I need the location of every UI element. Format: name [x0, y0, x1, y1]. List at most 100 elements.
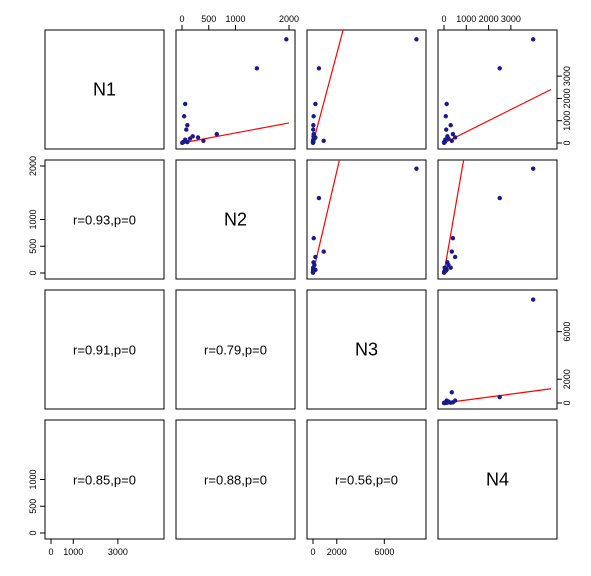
panel-frame-0-3: [437, 29, 558, 150]
point-N2-N3-1: [316, 195, 322, 201]
panel-frame-2-1: [175, 289, 296, 410]
top-tick-label-N2-2: 1000: [225, 14, 245, 24]
correlation-label-3-2: r=0.56,p=0: [335, 473, 398, 488]
panel-frame-1-1: [175, 159, 296, 280]
panel-frame-1-3: [437, 159, 558, 280]
point-N1-N3-2: [313, 101, 318, 107]
diagonal-label-N4: N4: [486, 470, 509, 490]
point-N3-N4-11: [449, 390, 455, 395]
point-N1-N2-5: [184, 127, 189, 132]
point-N1-N4-2: [444, 101, 449, 107]
point-N1-N4-11: [449, 138, 455, 143]
point-N2-N4-1: [497, 195, 502, 201]
panel-frame-0-1: [175, 29, 296, 150]
point-N1-N4-8: [452, 135, 458, 140]
point-N1-N4-3: [443, 114, 448, 119]
panel-frame-3-3: [437, 419, 558, 540]
top-tick-label-N2-0: 0: [179, 14, 184, 24]
point-N1-N4-1: [497, 66, 502, 71]
point-N1-N2-1: [254, 66, 260, 71]
regression-line-N1-N4: [443, 88, 552, 144]
point-N2-N4-8: [452, 254, 458, 260]
point-N3-N4-1: [497, 394, 502, 400]
left-tick-label-N2-1: 500: [28, 239, 38, 254]
top-tick-label-N2-1: 500: [201, 14, 216, 24]
left-tick-label-N4-1: 500: [28, 499, 38, 514]
left-tick-label-N2-2: 1000: [28, 209, 38, 229]
right-tick-label-N3-2: 6000: [562, 322, 572, 342]
panel-frame-2-2: [306, 289, 427, 410]
panel-frame-1-2: [306, 159, 427, 280]
point-N2-N4-17: [441, 270, 447, 275]
point-N2-N3-17: [310, 270, 316, 275]
bottom-tick-label-N3-2: 6000: [374, 547, 394, 557]
regression-line-N2-N4: [443, 160, 465, 274]
top-tick-label-N4-1: 1000: [456, 14, 476, 24]
regression-line-N2-N3: [312, 160, 341, 274]
point-N1-N3-5: [311, 127, 316, 132]
point-N1-N2-11: [201, 138, 206, 143]
diagonal-label-N1: N1: [93, 80, 116, 100]
left-tick-label-N4-0: 0: [28, 530, 38, 535]
point-N1-N2-6: [214, 131, 219, 137]
diagonal-label-N3: N3: [355, 340, 378, 360]
point-N2-N4-11: [449, 249, 455, 254]
bottom-tick-label-N1-2: 3000: [108, 547, 128, 557]
top-tick-label-N4-0: 0: [441, 14, 446, 24]
top-tick-label-N4-3: 3000: [501, 14, 521, 24]
panel-frame-3-1: [175, 419, 296, 540]
point-N1-N3-3: [311, 114, 316, 119]
panel-frame-2-3: [437, 289, 558, 410]
correlation-label-3-1: r=0.88,p=0: [204, 473, 267, 488]
panel-frame-0-2: [306, 29, 427, 150]
point-N2-N3-6: [311, 236, 316, 241]
point-N1-N4-4: [448, 122, 453, 128]
right-tick-label-N3-1: 2000: [562, 369, 572, 389]
point-N2-N3-0: [414, 166, 419, 171]
left-tick-label-N2-3: 2000: [28, 156, 38, 176]
point-N2-N3-8: [313, 254, 318, 260]
bottom-tick-label-N3-1: 2000: [327, 547, 347, 557]
point-N3-N4-8: [452, 398, 458, 403]
point-N1-N4-6: [450, 131, 456, 137]
point-N3-N4-17: [441, 400, 447, 406]
point-N2-N3-14: [311, 265, 316, 270]
bottom-tick-label-N3-0: 0: [310, 547, 315, 557]
point-N1-N3-4: [311, 122, 316, 128]
point-N1-N2-0: [284, 37, 289, 42]
correlation-label-2-0: r=0.91,p=0: [73, 343, 136, 358]
panel-frame-3-2: [306, 419, 427, 540]
point-N1-N2-17: [180, 140, 185, 145]
point-N3-N4-0: [530, 297, 536, 302]
point-N1-N3-17: [310, 140, 316, 145]
correlation-label-2-1: r=0.79,p=0: [204, 343, 267, 358]
regression-line-N1-N3: [312, 30, 344, 144]
diagonal-label-N2: N2: [224, 210, 247, 230]
point-N1-N4-0: [530, 37, 536, 42]
point-N2-N4-9: [446, 262, 451, 268]
right-tick-label-N1-0: 0: [562, 140, 572, 145]
point-N2-N4-6: [450, 236, 456, 241]
point-N1-N3-1: [316, 66, 322, 71]
left-tick-label-N4-2: 1000: [28, 469, 38, 489]
top-tick-label-N4-2: 2000: [479, 14, 499, 24]
left-tick-label-N2-0: 0: [28, 270, 38, 275]
point-N1-N4-17: [441, 140, 447, 145]
point-N1-N2-9: [187, 136, 193, 141]
point-N2-N4-14: [442, 265, 447, 270]
point-N2-N4-0: [530, 166, 536, 171]
right-tick-label-N1-1: 1000: [562, 111, 572, 131]
regression-line-N1-N2: [181, 122, 290, 144]
point-N1-N2-8: [195, 135, 201, 140]
point-N1-N4-5: [444, 127, 449, 132]
correlation-label-3-0: r=0.85,p=0: [73, 473, 136, 488]
top-tick-label-N2-3: 2000: [279, 14, 299, 24]
right-tick-label-N1-2: 2000: [562, 88, 572, 108]
right-tick-label-N3-0: 0: [562, 400, 572, 405]
point-N1-N2-3: [181, 114, 187, 119]
point-N1-N2-2: [183, 101, 188, 107]
point-N2-N3-11: [321, 249, 326, 254]
point-N1-N2-4: [185, 122, 190, 128]
right-tick-label-N1-3: 3000: [562, 66, 572, 86]
point-N1-N3-0: [414, 37, 419, 42]
